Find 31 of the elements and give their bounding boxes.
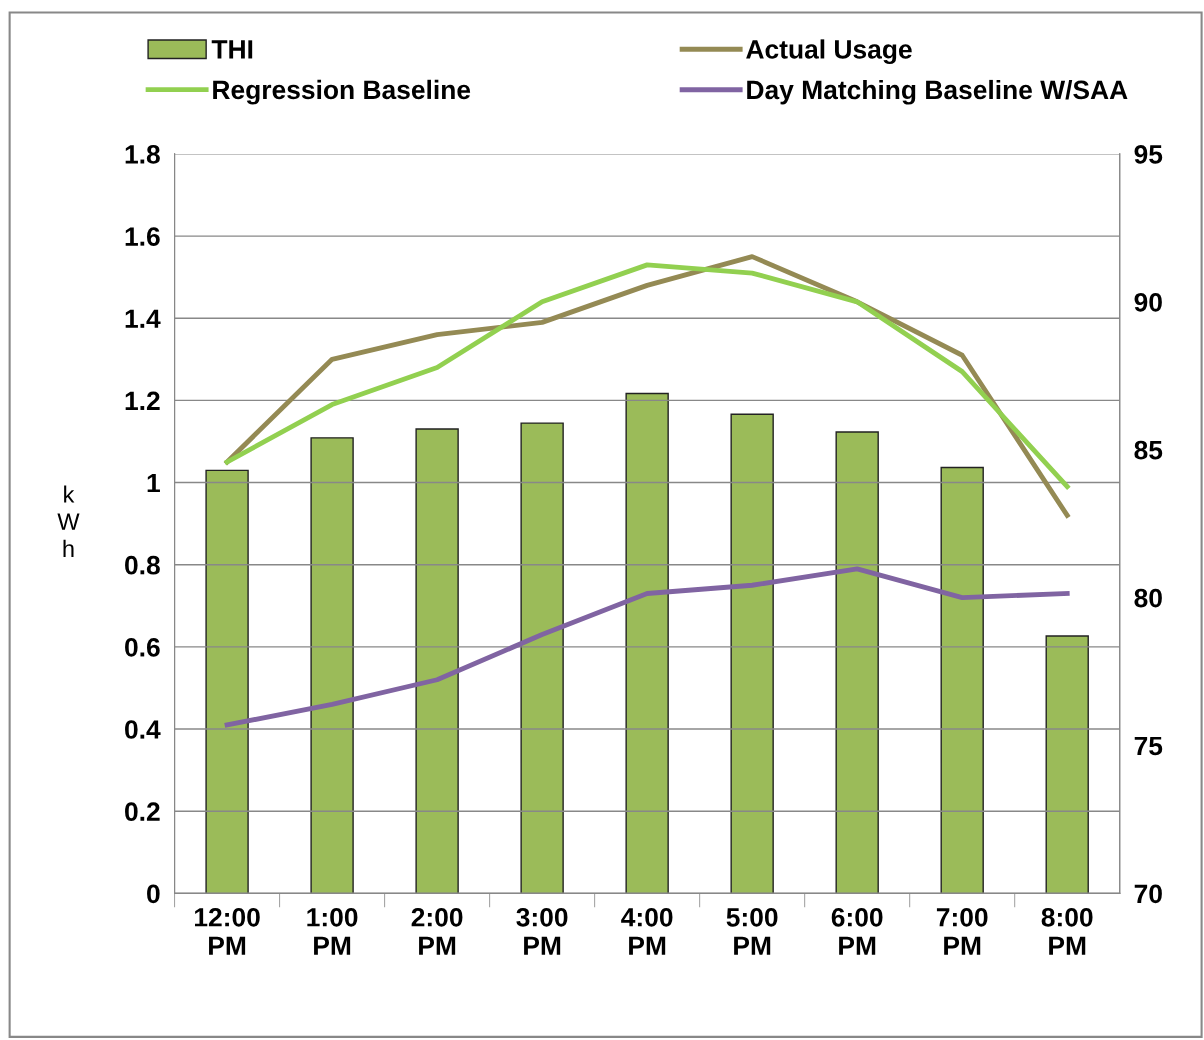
y-tick-label: 0.6 [125, 638, 160, 657]
x-tick-label: 8:00 PM [1041, 907, 1093, 955]
y-tick-label: 1 [147, 473, 160, 493]
y2-tick-label: 70 [1134, 884, 1162, 904]
x-tick-label: 12:00 PM [195, 907, 260, 955]
y2-tick-label: 85 [1134, 440, 1163, 460]
y-tick-label: 0.8 [125, 555, 160, 575]
y-tick-label: 1.2 [125, 391, 160, 410]
y-tick-label: 1.4 [125, 309, 161, 328]
y-tick-label: 1.8 [125, 145, 160, 164]
x-tick-label: 3:00 PM [516, 907, 568, 955]
y-tick-label: 0 [147, 884, 160, 904]
line-series [224, 566, 1070, 728]
legend-label: Regression Baseline [213, 79, 471, 105]
y2-tick-label: 80 [1134, 588, 1162, 608]
legend-label: THI [211, 40, 253, 59]
x-tick-label: 1:00 PM [307, 907, 358, 955]
y2-tick-label: 90 [1134, 292, 1162, 312]
y2-tick-label: 75 [1134, 736, 1163, 756]
y-tick-label: 0.4 [125, 720, 161, 739]
y-axis-title: kWh [57, 485, 80, 557]
legend-label: Day Matching Baseline W/SAA [747, 79, 1128, 105]
y-tick-label: 0.2 [125, 802, 160, 822]
x-tick-label: 5:00 PM [726, 907, 778, 955]
legend-label: Actual Usage [746, 39, 912, 65]
x-tick-label: 7:00 PM [936, 907, 988, 955]
x-tick-label: 4:00 PM [621, 907, 673, 955]
x-tick-label: 6:00 PM [831, 907, 883, 955]
x-tick-label: 2:00 PM [411, 907, 463, 955]
y2-tick-label: 95 [1134, 145, 1163, 164]
y-tick-label: 1.6 [125, 227, 160, 246]
